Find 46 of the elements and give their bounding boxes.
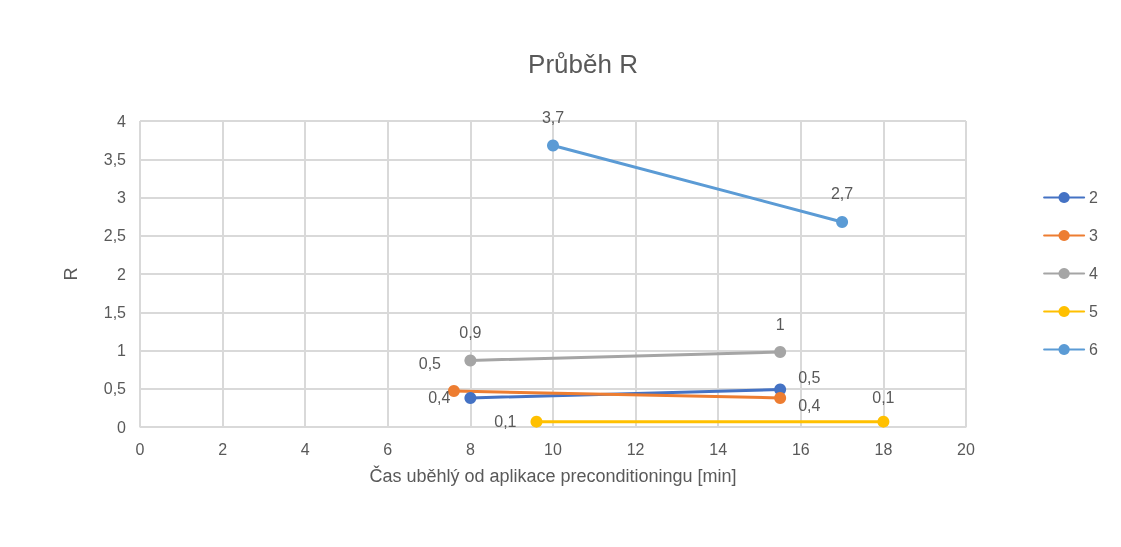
data-label: 0,5	[418, 354, 442, 372]
x-tick-label: 4	[300, 440, 310, 458]
legend-label: 3	[1089, 227, 1099, 244]
x-tick-label: 16	[791, 440, 810, 458]
point	[774, 391, 787, 404]
data-label: 0,5	[798, 369, 821, 387]
y-tick-label: 0,5	[103, 380, 127, 398]
legend-label: 2	[1089, 189, 1099, 206]
legend-label: 5	[1089, 303, 1099, 320]
x-tick-label: 8	[465, 440, 475, 458]
data-label: 1	[775, 315, 785, 333]
x-tick-label: 0	[135, 440, 145, 458]
y-tick-label: 1,5	[103, 303, 127, 321]
x-axis-title: Čas uběhlý od aplikace preconditioningu [min]	[369, 465, 737, 486]
legend-label: 6	[1089, 341, 1099, 358]
y-tick-label: 2	[117, 265, 127, 283]
y-tick-label: 0	[117, 418, 127, 436]
chart-title: Průběh R	[528, 49, 638, 79]
point	[836, 215, 849, 228]
y-tick-label: 4	[117, 112, 127, 130]
legend-label: 4	[1089, 265, 1099, 282]
data-label: 0,4	[428, 389, 451, 407]
point	[547, 139, 559, 152]
data-label: 2,7	[830, 185, 854, 203]
point	[877, 415, 890, 428]
y-tick-label: 1	[117, 342, 127, 359]
y-axis-title: R	[61, 267, 81, 281]
data-label: 3,7	[541, 108, 565, 126]
y-tick-label: 2,5	[103, 227, 127, 245]
data-label: 0,1	[494, 413, 517, 431]
point	[774, 346, 787, 359]
data-label: 0,4	[798, 397, 821, 415]
y-tick-label: 3	[117, 189, 127, 206]
point	[464, 354, 477, 367]
x-tick-label: 18	[874, 440, 893, 458]
x-tick-label: 2	[218, 440, 228, 458]
data-label: 0,9	[459, 323, 482, 341]
x-tick-label: 6	[383, 440, 393, 458]
point	[530, 415, 543, 428]
x-tick-label: 10	[544, 440, 562, 458]
y-tick-label: 3,5	[103, 150, 127, 168]
point	[464, 391, 477, 404]
x-tick-label: 14	[709, 440, 728, 458]
data-label: 0,1	[872, 389, 895, 407]
x-tick-label: 20	[957, 440, 975, 458]
x-tick-label: 12	[626, 440, 645, 458]
